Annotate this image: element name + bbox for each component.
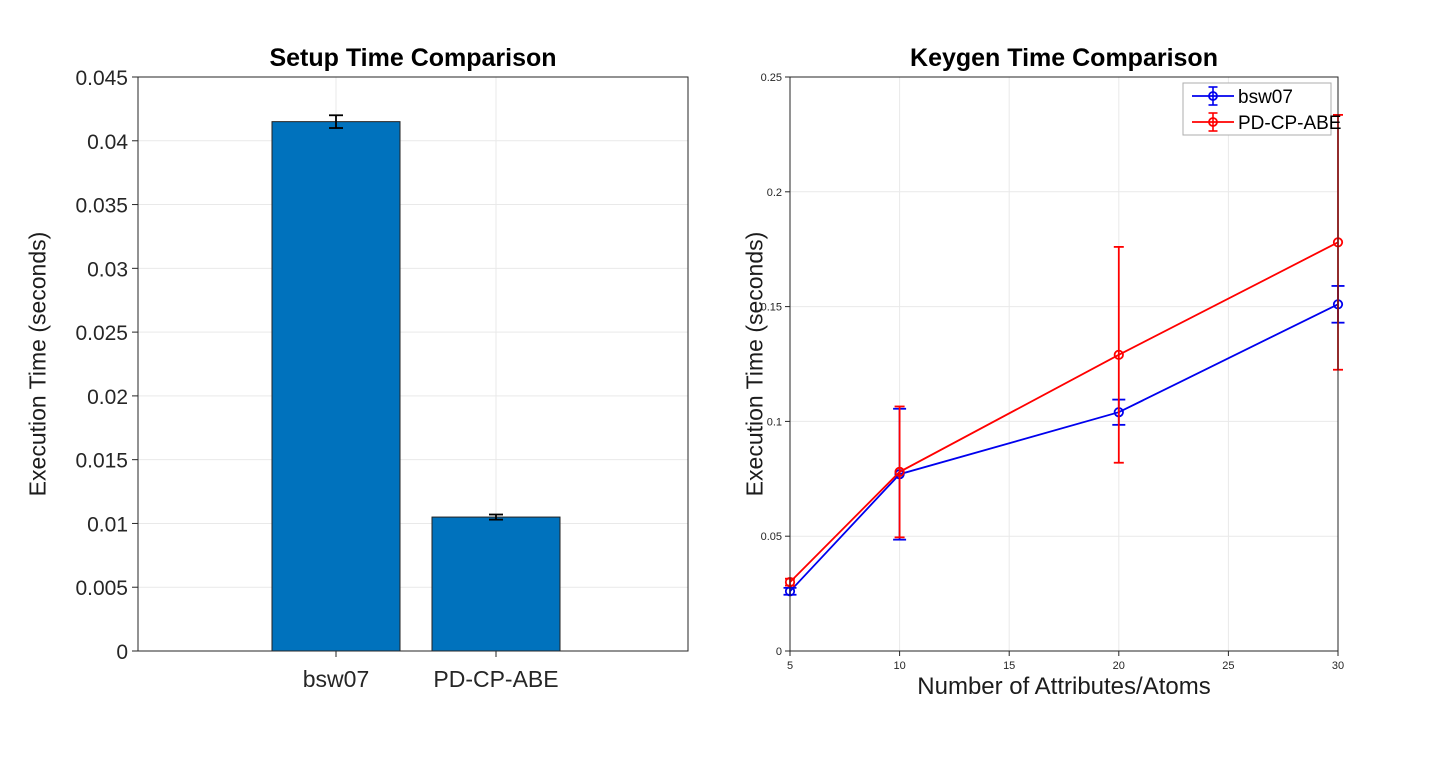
- legend-marker: [1208, 117, 1218, 127]
- series-PD-CP-ABE: [784, 113, 1344, 588]
- y-tick-label: 0.05: [761, 531, 782, 543]
- category-label-PD-CP-ABE: PD-CP-ABE: [433, 666, 558, 692]
- legend: bsw07 PD-CP-ABE: [1182, 82, 1341, 136]
- y-tick-label: 0.02: [87, 386, 128, 409]
- y-tick-label: 0: [776, 646, 782, 658]
- y-tick-label: 0.04: [87, 131, 128, 154]
- x-tick-label: 10: [893, 660, 905, 672]
- keygen-line-chart: 0 0.05 0.1 0.15 0.2 0.25 5 10 15 20 25 30 bsw07 PD-CP…: [761, 72, 1345, 672]
- axis-box: [789, 76, 1339, 652]
- bar-bsw07: [271, 121, 401, 652]
- right-chart-ylabel: Execution Time (seconds): [741, 231, 768, 497]
- legend-marker: [1208, 91, 1218, 101]
- x-tick-label: 5: [787, 660, 793, 672]
- y-tick-label: 0.025: [75, 322, 128, 345]
- series-bsw07: [783, 285, 1345, 597]
- y-tick-label: 0.2: [767, 187, 782, 199]
- data-point-marker: [894, 466, 905, 478]
- y-tick-label: 0.045: [75, 67, 128, 90]
- left-chart-ylabel: Execution Time (seconds): [24, 231, 51, 497]
- y-tick-label: 0.035: [75, 195, 128, 218]
- y-tick-label: 0: [116, 641, 128, 664]
- right-chart-xlabel: Number of Attributes/Atoms: [917, 673, 1211, 700]
- right-chart-title: Keygen Time Comparison: [910, 44, 1218, 72]
- y-tick-label: 0.015: [75, 450, 128, 473]
- category-label-bsw07: bsw07: [303, 666, 369, 692]
- y-tick-label: 0.25: [761, 72, 782, 84]
- legend-box: [1182, 82, 1332, 136]
- left-chart-title: Setup Time Comparison: [269, 44, 557, 72]
- axis-box: [137, 76, 689, 652]
- y-tick-label: 0.03: [87, 258, 128, 281]
- setup-bar-chart: 0 0.005 0.01 0.015 0.02 0.025 0.03 0.035 0.04 0.0…: [75, 67, 689, 692]
- x-tick-label: 30: [1332, 660, 1344, 672]
- y-tick-label: 0.1: [767, 416, 782, 428]
- legend-entry-label: PD-CP-ABE: [1238, 113, 1341, 134]
- y-tick-label: 0.15: [761, 302, 782, 314]
- data-point-marker: [1113, 349, 1124, 360]
- bar-PD-CP-ABE: [431, 516, 561, 652]
- y-tick-label: 0.005: [75, 577, 128, 600]
- x-tick-label: 15: [1003, 660, 1015, 672]
- legend-entry-label: bsw07: [1238, 87, 1293, 108]
- series-line-bsw07: [789, 303, 1339, 592]
- x-tick-label: 25: [1222, 660, 1234, 672]
- series-line-PD-CP-ABE: [789, 241, 1339, 583]
- y-tick-label: 0.01: [87, 513, 128, 536]
- x-tick-label: 20: [1113, 660, 1125, 672]
